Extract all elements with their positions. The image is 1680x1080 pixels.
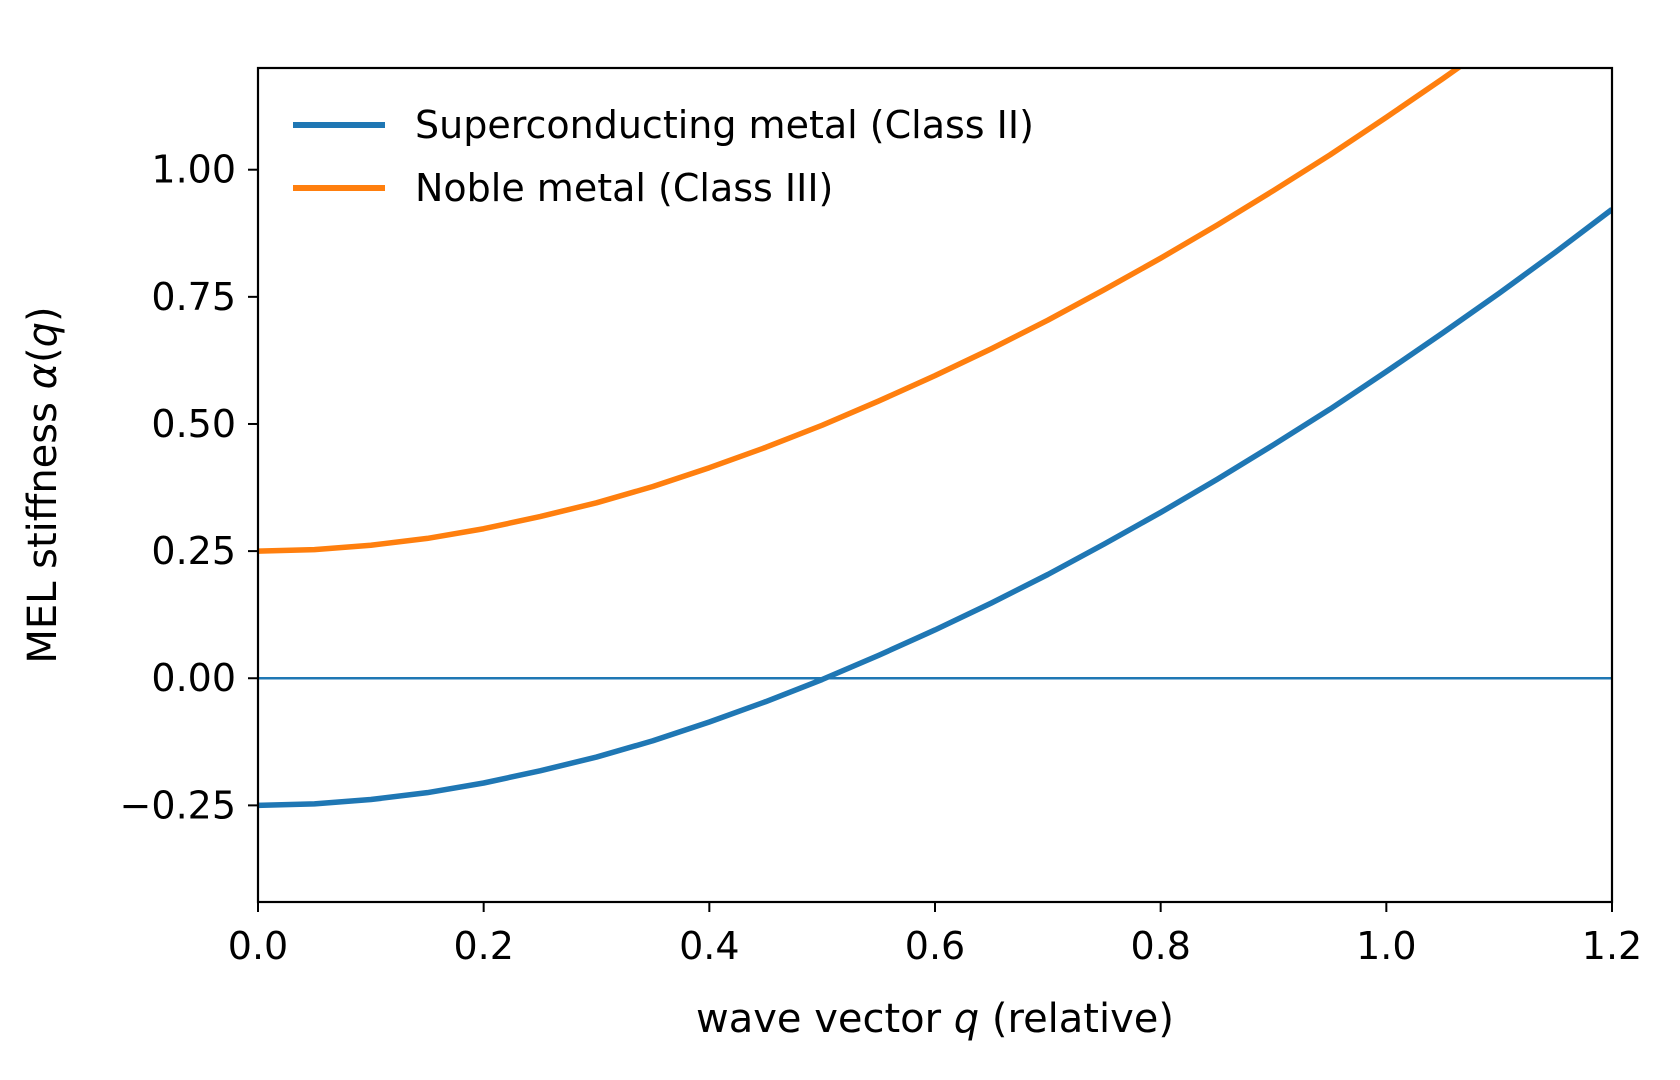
x-tick-label: 0.8 <box>1130 924 1190 968</box>
y-tick-label: −0.25 <box>120 783 236 827</box>
x-axis-ticks: 0.0 0.2 0.4 0.6 0.8 1.0 1.2 <box>228 902 1642 968</box>
y-tick-label: 0.00 <box>151 656 236 700</box>
y-tick-label: 0.50 <box>151 402 236 446</box>
series-line-superconducting <box>258 207 1612 809</box>
x-tick-label: 0.2 <box>453 924 513 968</box>
y-axis-label: MEL stiffness α(q) <box>20 306 66 663</box>
legend: Superconducting metal (Class II) Noble m… <box>293 103 1034 210</box>
y-axis-ticks: −0.25 0.00 0.25 0.50 0.75 1.00 <box>120 148 258 827</box>
x-tick-label: 1.0 <box>1356 924 1416 968</box>
series-line-noble <box>258 68 1463 554</box>
x-tick-label: 0.4 <box>679 924 739 968</box>
legend-label-noble: Noble metal (Class III) <box>415 166 833 210</box>
x-tick-label: 0.6 <box>905 924 965 968</box>
x-axis-label: wave vector q (relative) <box>696 996 1174 1042</box>
y-tick-label: 0.75 <box>151 275 236 319</box>
y-tick-label: 0.25 <box>151 529 236 573</box>
y-tick-label: 1.00 <box>151 148 236 192</box>
plot-area <box>258 68 1612 902</box>
x-tick-label: 0.0 <box>228 924 288 968</box>
legend-label-superconducting: Superconducting metal (Class II) <box>415 103 1034 147</box>
x-tick-label: 1.2 <box>1582 924 1642 968</box>
